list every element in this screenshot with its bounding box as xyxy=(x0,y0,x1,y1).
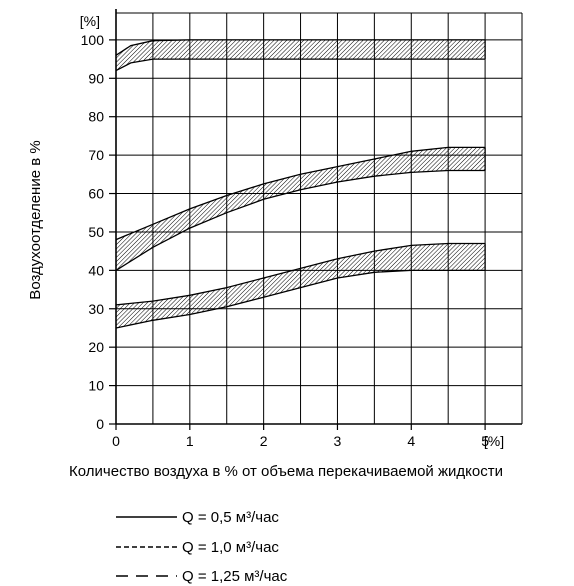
legend: Q = 0,5 м³/час Q = 1,0 м³/час Q = 1,25 м… xyxy=(116,509,288,585)
y-tick-label: 90 xyxy=(88,70,104,86)
band-upper-line-1 xyxy=(115,39,486,56)
x-tick-label: 2 xyxy=(260,433,268,449)
legend-label-1: Q = 0,5 м³/час xyxy=(182,509,279,526)
x-tick-label: 0 xyxy=(112,433,120,449)
axes xyxy=(109,9,522,430)
y-tick-label: 70 xyxy=(88,147,104,163)
data-bands xyxy=(115,39,486,329)
legend-label-2: Q = 1,0 м³/час xyxy=(182,539,279,556)
y-tick-label: 50 xyxy=(88,224,104,240)
x-unit-label: [%] xyxy=(484,433,504,449)
band-fill-1 xyxy=(116,39,486,71)
y-tick-label: 80 xyxy=(88,109,104,125)
x-tick-label: 1 xyxy=(186,433,194,449)
x-axis-title: Количество воздуха в % от объема перекач… xyxy=(69,463,503,480)
y-tick-label: 60 xyxy=(88,186,104,202)
y-unit-label: [%] xyxy=(80,13,100,29)
y-tick-label: 30 xyxy=(88,301,104,317)
y-tick-label: 20 xyxy=(88,339,104,355)
band-fill-3 xyxy=(116,243,486,328)
band-lower-line-1 xyxy=(115,58,486,72)
grid xyxy=(116,12,523,424)
x-tick-label: 5 xyxy=(481,433,489,449)
band-lower-line-3 xyxy=(115,269,486,329)
x-tick-label: 4 xyxy=(407,433,415,449)
x-tick-label: 3 xyxy=(334,433,342,449)
y-axis-title: Воздухоотделение в % xyxy=(27,140,44,299)
band-upper-line-3 xyxy=(115,242,486,306)
y-tick-label: 0 xyxy=(96,416,104,432)
band-upper-line-2 xyxy=(115,146,486,241)
tick-labels: 0 10 20 30 40 50 60 70 80 90 100 0 1 2 3 4 5 xyxy=(81,32,490,449)
legend-label-3: Q = 1,25 м³/час xyxy=(182,568,288,585)
y-tick-label: 100 xyxy=(81,32,105,48)
y-tick-label: 40 xyxy=(88,262,104,278)
band-lower-line-2 xyxy=(115,169,486,271)
y-tick-label: 10 xyxy=(88,378,104,394)
